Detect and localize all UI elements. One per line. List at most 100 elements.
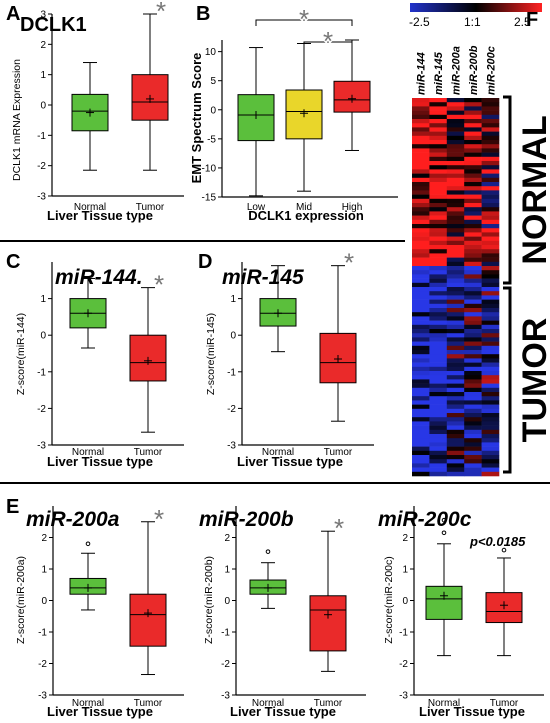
heatmap-cell (429, 320, 448, 326)
heatmap-cell (464, 131, 482, 137)
heatmap-cell (412, 245, 430, 250)
heatmap-cell (412, 203, 430, 208)
heatmap-cell (464, 379, 482, 384)
heatmap-cell (429, 362, 448, 368)
y-tick-label: 2 (224, 533, 230, 544)
heatmap-cell (412, 249, 430, 254)
heatmap-cell (464, 198, 482, 204)
heatmap-cell (464, 190, 482, 195)
heatmap-cell (464, 303, 482, 309)
heatmap-cell (429, 249, 448, 254)
heatmap-cell (464, 392, 482, 397)
heatmap-cell (481, 366, 500, 372)
heatmap-cell (481, 224, 500, 229)
heatmap-cell (464, 274, 482, 279)
y-axis-label: Z-score(miR-145) (205, 313, 217, 395)
heatmap-cell (412, 261, 430, 267)
heatmap-cell (412, 169, 430, 174)
heatmap-cell (481, 417, 500, 422)
heatmap-cell (481, 194, 500, 200)
y-tick-label: 1 (40, 294, 46, 305)
heatmap-cell (446, 123, 465, 128)
heatmap-cell (446, 459, 465, 464)
heatmap-cell (429, 135, 448, 141)
category-label: Normal (72, 698, 104, 709)
heatmap-cell (464, 249, 482, 254)
heatmap-cell (412, 156, 430, 162)
category-label: Mid (296, 202, 312, 213)
heatmap-cell (412, 123, 430, 128)
heatmap-cell (429, 114, 448, 120)
chart-dclk1-expression: -3 -2 -1 0 1 2 3 Normal Tumor * Liver Tissue type D… (11, 0, 184, 223)
outlier-point (265, 549, 271, 554)
heatmap-cell (412, 316, 430, 321)
heatmap-cell (464, 135, 482, 141)
heatmap-cell (412, 274, 430, 279)
heatmap-cell (429, 375, 448, 380)
heatmap-cell (481, 274, 500, 279)
y-tick-label: -5 (207, 134, 216, 145)
heatmap-cell (412, 455, 430, 460)
heatmap-cell (429, 421, 448, 426)
heatmap-cell (429, 110, 448, 116)
y-tick-label: -1 (399, 628, 408, 639)
heatmap-cell (412, 194, 430, 200)
heatmap-cell (481, 173, 500, 179)
heatmap-cell (429, 358, 448, 363)
heatmap-cell (429, 434, 448, 439)
heatmap-cell (481, 240, 500, 246)
heatmap-column-label: miR-200c (485, 46, 497, 95)
y-tick-label: -2 (37, 404, 46, 415)
category-label: Normal (72, 447, 104, 458)
heatmap-cell (481, 144, 500, 149)
heatmap-cell (481, 278, 500, 284)
heatmap-cell (481, 119, 500, 124)
heatmap-cell (429, 366, 448, 372)
heatmap-cell (412, 114, 430, 120)
y-tick-label: -2 (227, 404, 236, 415)
heatmap-cell (464, 114, 482, 120)
heatmap-cell (481, 190, 500, 195)
heatmap-cell (481, 165, 500, 170)
heatmap-cell (464, 245, 482, 250)
heatmap-cell (446, 438, 465, 443)
heatmap-cell (481, 287, 500, 292)
heatmap-column-label: miR-145 (433, 51, 445, 95)
heatmap-cell (429, 299, 448, 305)
panel-letter-d: D (198, 251, 212, 273)
heatmap-cell (464, 253, 482, 258)
y-tick-label: 2 (402, 533, 408, 544)
heatmap-cell (464, 450, 482, 456)
heatmap-cell (412, 135, 430, 141)
heatmap-cell (446, 324, 465, 330)
y-tick-label: -1 (227, 367, 236, 378)
heatmap-cell (481, 387, 500, 393)
heatmap-cell (464, 429, 482, 435)
heatmap-cell (429, 341, 448, 347)
heatmap-cell (429, 429, 448, 435)
heatmap-cell (429, 119, 448, 124)
heatmap-cell (464, 337, 482, 342)
heatmap-cell (464, 219, 482, 225)
heatmap-cell (446, 308, 465, 313)
heatmap-cell (464, 161, 482, 166)
heatmap-cell (464, 186, 482, 191)
heatmap-cell (412, 400, 430, 405)
y-tick-label: -1 (37, 131, 46, 142)
chart-title: miR-145 (222, 266, 304, 289)
chart-title: DCLK1 (20, 14, 87, 36)
chart-mir-145: -3 -2 -1 0 1 Normal Tumor * Liver Tissue type Z-s… (205, 248, 374, 469)
heatmap-cell (446, 131, 465, 137)
heatmap-cell (464, 207, 482, 212)
heatmap-cell (429, 287, 448, 292)
heatmap-cell (481, 383, 500, 389)
heatmap-cell (429, 123, 448, 128)
heatmap-cell (429, 354, 448, 359)
heatmap-cell (446, 173, 465, 179)
heatmap-cell (429, 379, 448, 384)
heatmap-cell (429, 228, 448, 233)
chart-title: miR-200a (26, 508, 120, 531)
heatmap-cell (446, 261, 465, 267)
heatmap-cell (464, 270, 482, 275)
heatmap-cell (446, 278, 465, 284)
